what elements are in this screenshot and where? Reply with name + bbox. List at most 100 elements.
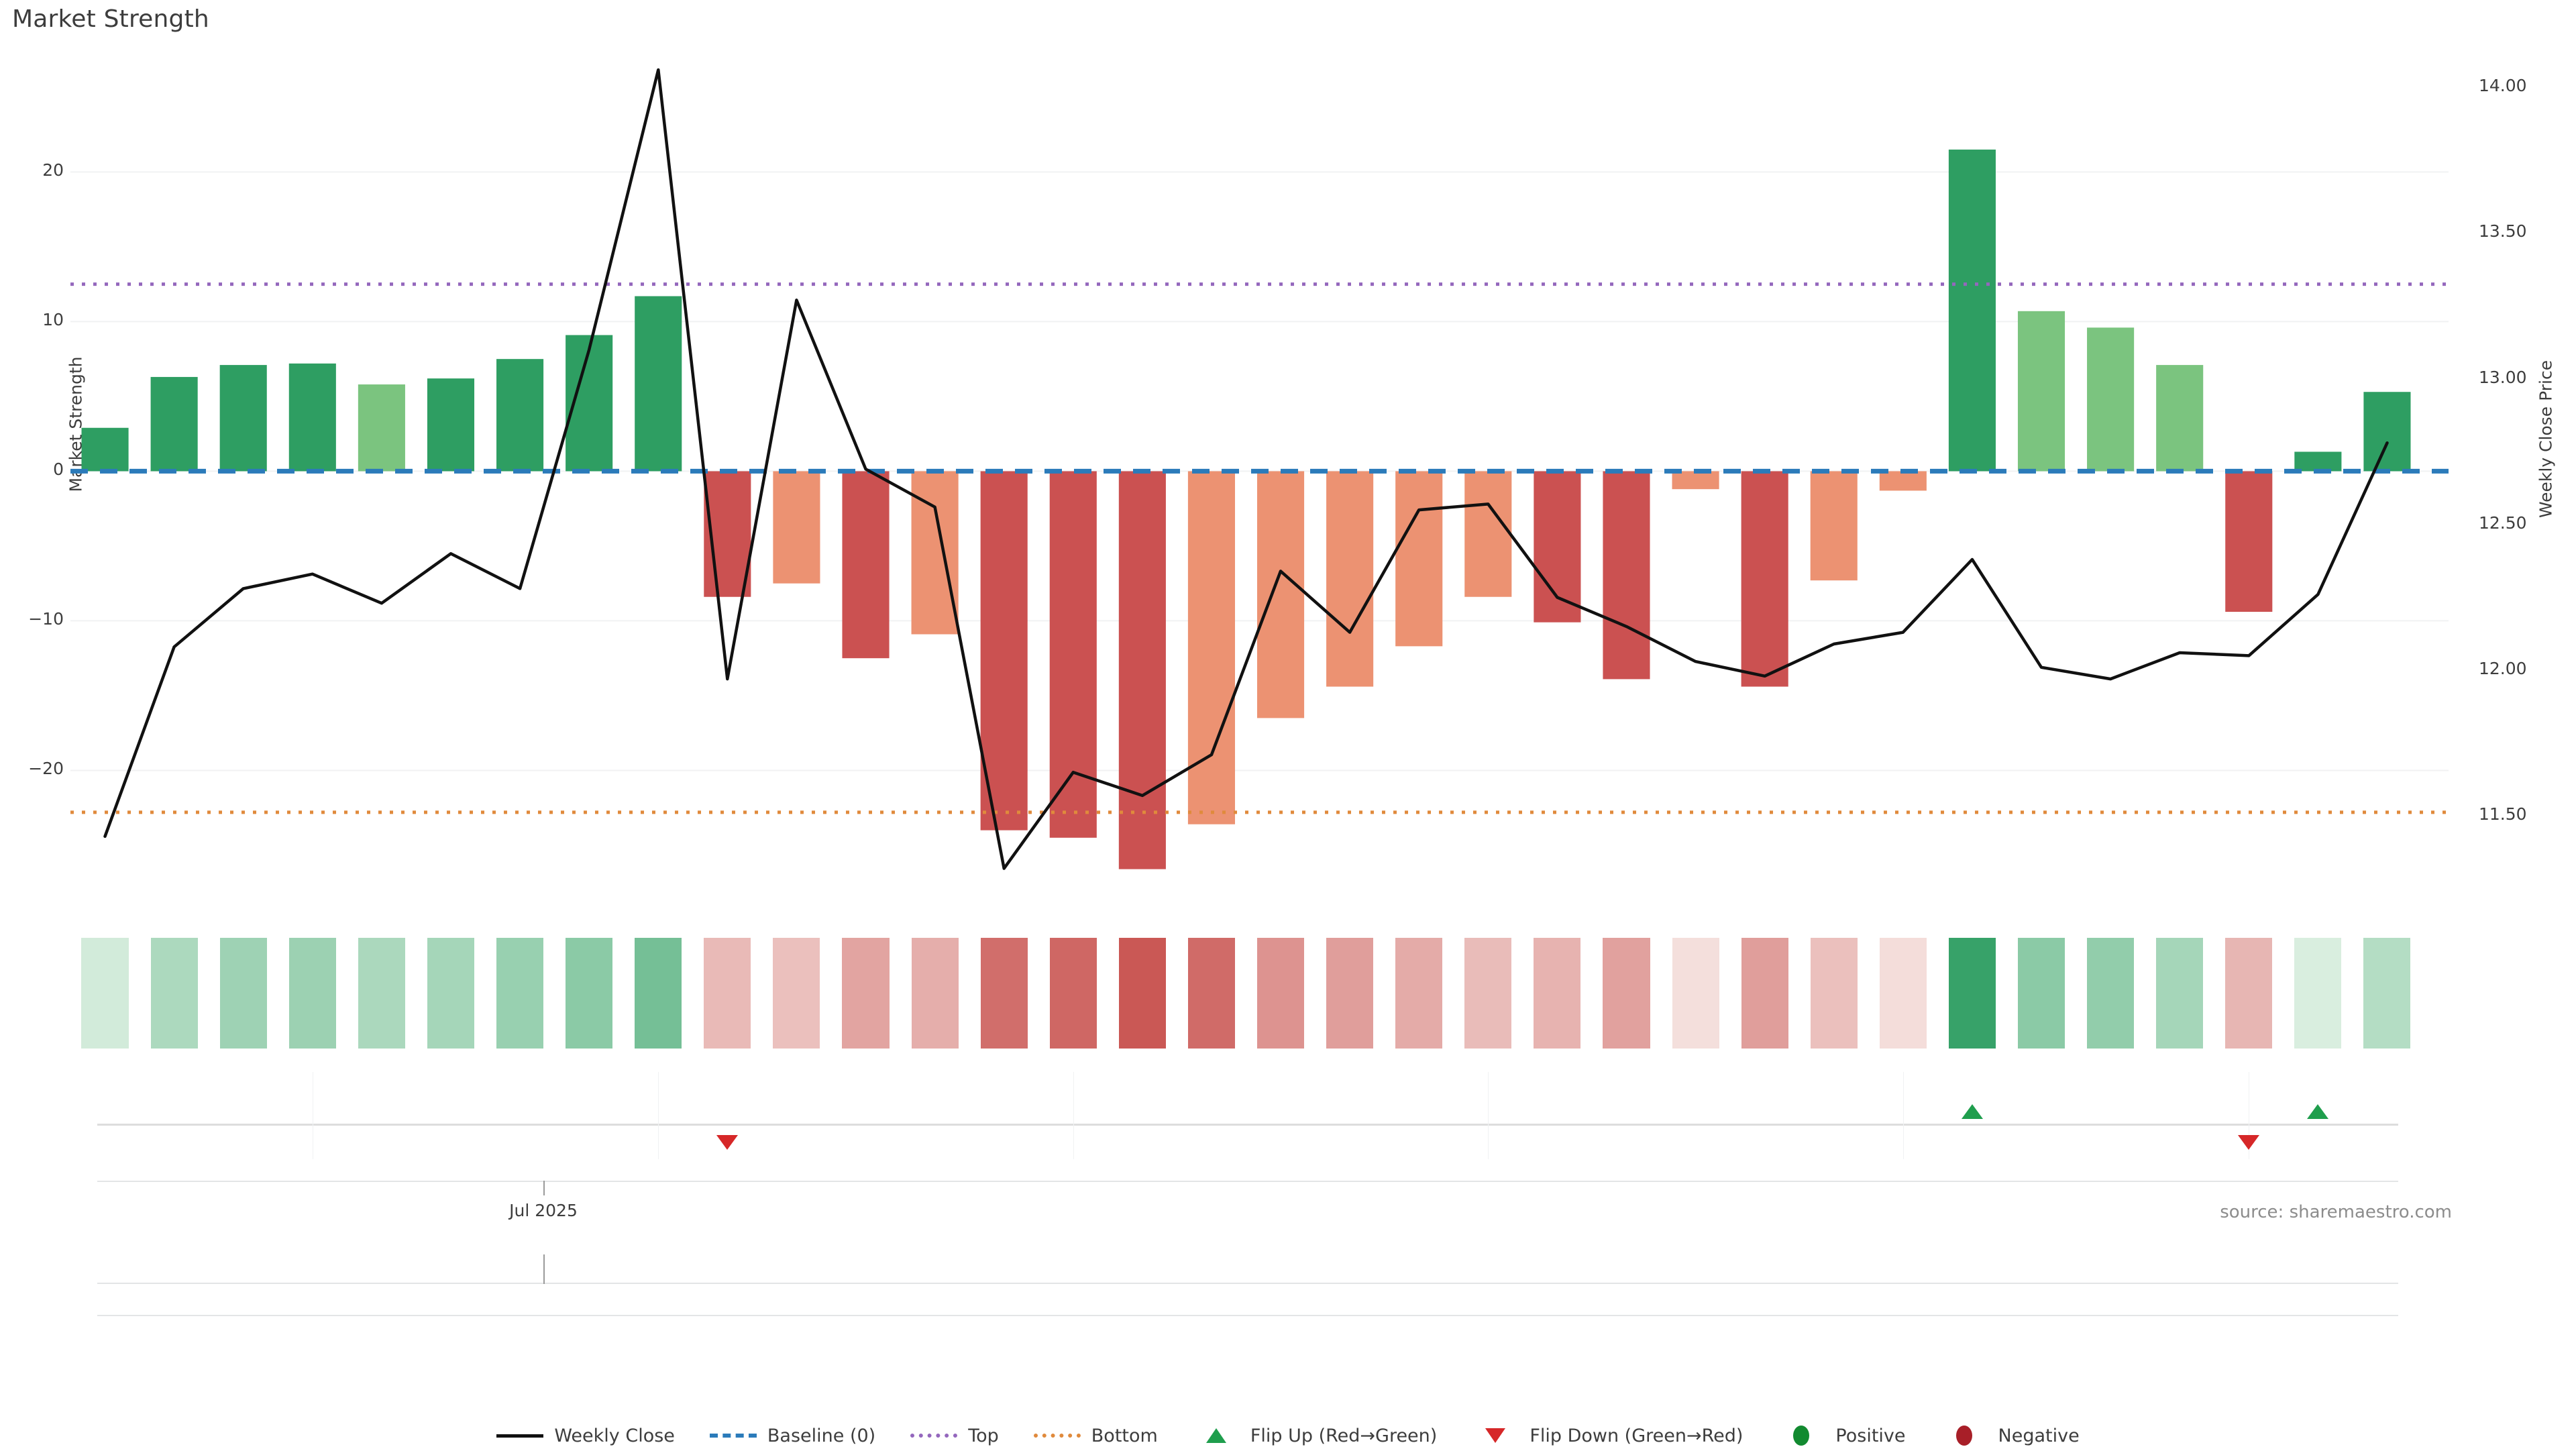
bar-24[interactable] xyxy=(1741,471,1788,687)
bar-28[interactable] xyxy=(2017,311,2065,472)
heat-cell-17[interactable] xyxy=(1256,938,1305,1049)
page-title: Market Strength xyxy=(12,5,209,33)
heat-cell-5[interactable] xyxy=(427,938,475,1049)
y-tick-left-3: −10 xyxy=(28,609,64,629)
bar-23[interactable] xyxy=(1672,471,1719,490)
bar-18[interactable] xyxy=(1326,471,1374,687)
bar-11[interactable] xyxy=(842,471,890,659)
heat-cell-23[interactable] xyxy=(1672,938,1719,1049)
y-tick-right-3: 12.50 xyxy=(2479,513,2527,533)
legend-label: Bottom xyxy=(1091,1425,1158,1446)
flip-up-marker-3[interactable] xyxy=(2307,1104,2329,1119)
legend-item-6[interactable]: Positive xyxy=(1778,1426,1906,1446)
y-tick-left-1: 10 xyxy=(42,310,64,330)
legend-label: Flip Down (Green→Red) xyxy=(1529,1425,1743,1446)
bar-20[interactable] xyxy=(1464,471,1512,597)
bar-1[interactable] xyxy=(150,376,198,472)
bar-16[interactable] xyxy=(1187,471,1236,824)
legend-label: Flip Up (Red→Green) xyxy=(1250,1425,1438,1446)
heat-cell-4[interactable] xyxy=(358,938,405,1049)
y-tick-left-4: −20 xyxy=(28,759,64,779)
legend-label: Top xyxy=(968,1425,999,1446)
bar-14[interactable] xyxy=(1049,471,1097,838)
legend-item-7[interactable]: Negative xyxy=(1941,1426,2080,1446)
heat-cell-9[interactable] xyxy=(704,938,751,1049)
heat-cell-32[interactable] xyxy=(2294,938,2342,1049)
y-tick-right-1: 13.50 xyxy=(2479,221,2527,241)
heat-cell-19[interactable] xyxy=(1395,938,1443,1049)
legend-item-5[interactable]: Flip Down (Green→Red) xyxy=(1472,1426,1743,1446)
heat-cell-24[interactable] xyxy=(1741,938,1788,1049)
heat-cell-3[interactable] xyxy=(288,938,336,1049)
bar-19[interactable] xyxy=(1395,471,1443,647)
flip-down-marker-0[interactable] xyxy=(716,1135,739,1150)
bar-21[interactable] xyxy=(1534,471,1581,623)
bar-25[interactable] xyxy=(1810,471,1858,581)
heat-cell-6[interactable] xyxy=(496,938,544,1049)
circle-marker-icon xyxy=(1955,1426,1972,1446)
legend-item-4[interactable]: Flip Up (Red→Green) xyxy=(1193,1425,1438,1446)
heat-cell-33[interactable] xyxy=(2363,938,2411,1049)
bar-12[interactable] xyxy=(911,471,959,635)
heat-cell-0[interactable] xyxy=(81,938,129,1049)
heat-cell-14[interactable] xyxy=(1049,938,1097,1049)
heat-cell-30[interactable] xyxy=(2156,938,2204,1049)
bar-26[interactable] xyxy=(1879,471,1927,491)
bar-6[interactable] xyxy=(496,359,544,472)
triangle-up-icon xyxy=(1205,1428,1226,1443)
heat-cell-15[interactable] xyxy=(1118,938,1166,1049)
triangle-down-icon xyxy=(1485,1428,1506,1443)
circle-marker-icon xyxy=(1793,1426,1810,1446)
bar-17[interactable] xyxy=(1256,471,1305,718)
bar-22[interactable] xyxy=(1603,471,1650,680)
heat-cell-26[interactable] xyxy=(1879,938,1927,1049)
heat-cell-22[interactable] xyxy=(1603,938,1650,1049)
bar-29[interactable] xyxy=(2087,327,2135,472)
heat-cell-16[interactable] xyxy=(1187,938,1235,1049)
heat-cell-18[interactable] xyxy=(1326,938,1374,1049)
chart-legend: Weekly Close Baseline (0) Top Bottom Flip Up… xyxy=(0,1426,2576,1446)
flip-down-marker-2[interactable] xyxy=(2238,1135,2260,1150)
legend-item-0[interactable]: Weekly Close xyxy=(496,1426,675,1446)
heat-cell-7[interactable] xyxy=(566,938,613,1049)
axis-line-upper xyxy=(97,1181,2398,1182)
bar-8[interactable] xyxy=(635,296,682,472)
legend-item-1[interactable]: Baseline (0) xyxy=(709,1425,876,1446)
legend-item-3[interactable]: Bottom xyxy=(1033,1425,1158,1446)
main-chart-panel: Market Strength 20 10 0 −10 −20 14.00 13.50 13… xyxy=(28,52,2527,898)
heat-cell-10[interactable] xyxy=(773,938,820,1049)
heat-cell-28[interactable] xyxy=(2017,938,2065,1049)
bar-15[interactable] xyxy=(1118,471,1166,869)
heat-cell-8[interactable] xyxy=(635,938,682,1049)
flip-gridline-1 xyxy=(658,1072,659,1159)
legend-label: Baseline (0) xyxy=(767,1425,876,1446)
heat-cell-31[interactable] xyxy=(2225,938,2273,1049)
bar-32[interactable] xyxy=(2294,451,2342,472)
flip-gridline-4 xyxy=(1902,1072,1904,1159)
bar-4[interactable] xyxy=(358,384,405,472)
heat-cell-20[interactable] xyxy=(1464,938,1512,1049)
heat-cell-1[interactable] xyxy=(150,938,198,1049)
bar-30[interactable] xyxy=(2156,365,2204,472)
bar-10[interactable] xyxy=(773,471,820,584)
flip-up-marker-1[interactable] xyxy=(1961,1104,1983,1119)
dotted-line-icon xyxy=(1033,1434,1081,1438)
heat-cell-2[interactable] xyxy=(219,938,267,1049)
bar-31[interactable] xyxy=(2225,471,2273,612)
bar-27[interactable] xyxy=(1948,149,1996,472)
heat-cell-27[interactable] xyxy=(1948,938,1996,1049)
heat-cell-29[interactable] xyxy=(2087,938,2135,1049)
legend-item-2[interactable]: Top xyxy=(910,1426,999,1446)
heat-cell-12[interactable] xyxy=(911,938,959,1049)
heat-cell-25[interactable] xyxy=(1810,938,1858,1049)
bar-5[interactable] xyxy=(427,378,475,472)
bar-0[interactable] xyxy=(81,427,129,472)
heat-cell-11[interactable] xyxy=(842,938,890,1049)
bar-33[interactable] xyxy=(2363,392,2411,472)
heat-cell-21[interactable] xyxy=(1534,938,1581,1049)
y-axis-right-label: Weekly Close Price xyxy=(2536,360,2556,519)
bar-2[interactable] xyxy=(219,365,267,472)
bar-13[interactable] xyxy=(980,471,1028,830)
heat-cell-13[interactable] xyxy=(980,938,1028,1049)
bar-3[interactable] xyxy=(288,363,336,472)
